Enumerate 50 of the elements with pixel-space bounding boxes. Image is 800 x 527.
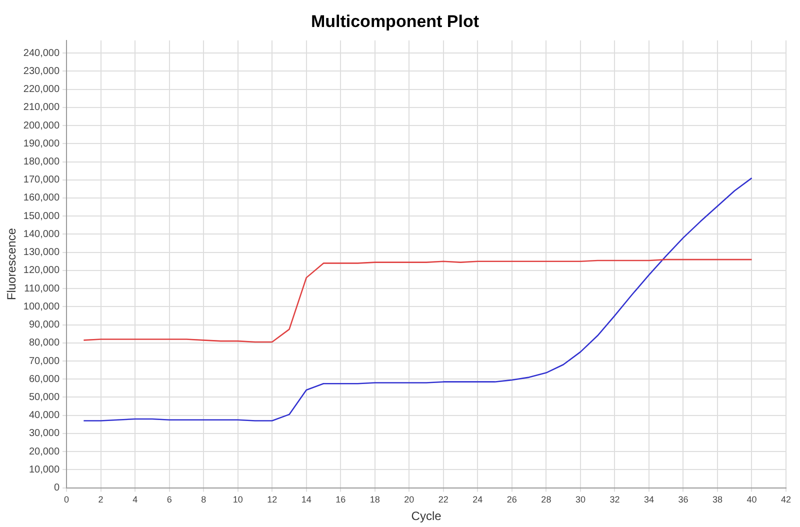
y-tick-label: 210,000 bbox=[23, 102, 60, 114]
y-tick-label: 60,000 bbox=[28, 374, 60, 385]
x-tick-label: 30 bbox=[575, 494, 586, 505]
y-tick-label: 140,000 bbox=[23, 228, 60, 240]
y-axis-title: Fluorescence bbox=[4, 228, 19, 300]
x-tick-label: 4 bbox=[132, 494, 138, 505]
x-tick-label: 18 bbox=[370, 494, 380, 505]
y-tick-label: 20,000 bbox=[28, 446, 60, 458]
y-tick-label: 240,000 bbox=[23, 48, 60, 59]
y-tick-label: 190,000 bbox=[23, 138, 60, 150]
x-tick-label: 24 bbox=[472, 494, 483, 505]
y-tick-label: 220,000 bbox=[23, 84, 60, 96]
y-tick-label: 70,000 bbox=[28, 356, 60, 367]
x-tick-label: 38 bbox=[712, 494, 722, 505]
x-tick-label: 12 bbox=[267, 494, 278, 505]
y-tick-label: 30,000 bbox=[28, 428, 60, 440]
y-tick-label: 40,000 bbox=[28, 410, 60, 422]
y-tick-label: 150,000 bbox=[23, 210, 60, 222]
x-tick-label: 40 bbox=[746, 494, 757, 505]
x-tick-label: 42 bbox=[780, 494, 792, 505]
y-tick-label: 180,000 bbox=[23, 156, 60, 168]
y-tick-label: 0 bbox=[54, 482, 60, 494]
x-tick-label: 6 bbox=[166, 494, 172, 505]
y-tick-label: 160,000 bbox=[23, 192, 60, 204]
x-tick-label: 0 bbox=[64, 494, 70, 505]
x-tick-label: 34 bbox=[644, 494, 654, 505]
x-axis-title: Cycle bbox=[411, 509, 442, 524]
chart-title: Multicomponent Plot bbox=[310, 12, 480, 31]
x-tick-label: 32 bbox=[610, 494, 620, 505]
x-tick-label: 36 bbox=[678, 494, 688, 505]
y-tick-label: 200,000 bbox=[23, 120, 60, 132]
y-tick-label: 130,000 bbox=[23, 247, 60, 258]
y-tick-label: 170,000 bbox=[23, 174, 60, 186]
x-tick-label: 2 bbox=[98, 494, 104, 505]
x-tick-label: 16 bbox=[336, 494, 346, 505]
y-tick-label: 80,000 bbox=[28, 338, 60, 349]
x-tick-label: 14 bbox=[301, 494, 312, 505]
x-tick-label: 20 bbox=[404, 494, 414, 505]
x-tick-label: 22 bbox=[438, 494, 448, 505]
y-tick-label: 90,000 bbox=[28, 320, 60, 331]
y-tick-label: 100,000 bbox=[23, 301, 60, 312]
x-tick-label: 28 bbox=[541, 494, 552, 505]
y-tick-label: 120,000 bbox=[23, 265, 60, 276]
y-tick-label: 50,000 bbox=[28, 392, 60, 403]
y-tick-label: 110,000 bbox=[24, 283, 60, 294]
y-tick-label: 230,000 bbox=[23, 66, 60, 77]
x-tick-label: 10 bbox=[232, 494, 243, 505]
y-tick-label: 10,000 bbox=[28, 464, 60, 476]
x-tick-label: 26 bbox=[506, 494, 517, 505]
x-tick-label: 8 bbox=[201, 494, 206, 505]
